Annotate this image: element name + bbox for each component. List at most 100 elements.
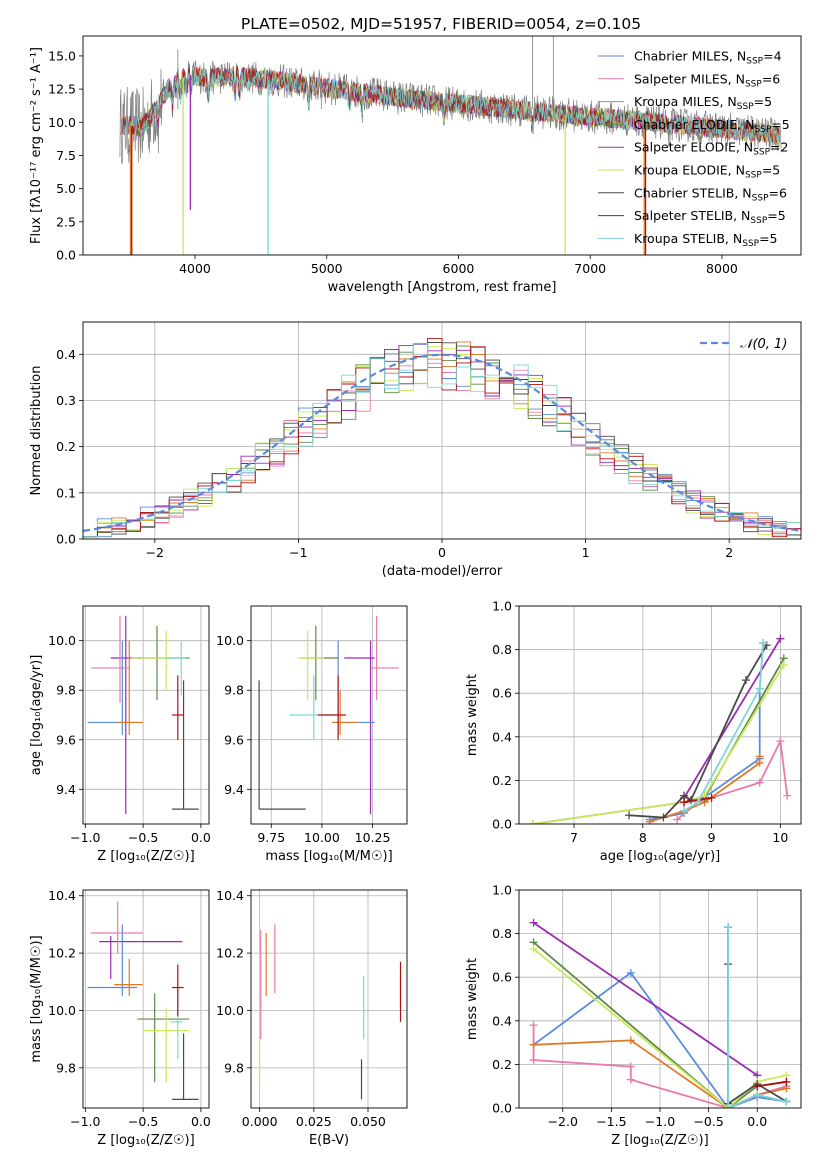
mass-weight-marker — [755, 684, 764, 693]
x-tick-label: −1.5 — [596, 1114, 626, 1129]
y-tick-label: 2.5 — [56, 214, 76, 229]
y-tick-label: 0.8 — [492, 926, 512, 941]
mass-weight-marker — [759, 639, 768, 648]
y-tick-label: 0.1 — [56, 485, 76, 500]
y-tick-label: 12.5 — [48, 82, 76, 97]
legend-label-sub: SSP — [753, 148, 770, 158]
legend-label-text: Chabrier MILES, N — [634, 49, 746, 64]
y-tick-label: 10.0 — [216, 1003, 244, 1018]
mass-weight-marker — [724, 923, 733, 932]
axes-frame — [82, 605, 210, 825]
legend-label-tail: =5 — [759, 231, 777, 246]
age_vs_mass-axes: 9.75 10.00 10.25 9.4 9.6 9.8 10.0 mass [log₁₀(M… — [216, 605, 408, 864]
y-axis-label: mass weight — [465, 674, 480, 756]
y-tick-label: 1.0 — [492, 883, 512, 898]
legend-label-tail: =5 — [762, 163, 780, 178]
axes-frame — [82, 321, 802, 540]
y-tick-label: 10.2 — [216, 946, 244, 961]
y-tick-label: 9.4 — [56, 782, 76, 797]
y-tick-label: 10.4 — [216, 888, 244, 903]
y-tick-label: 10.0 — [48, 1003, 76, 1018]
y-tick-label: 9.4 — [224, 782, 244, 797]
legend-label-text: Chabrier STELIB, N — [634, 185, 752, 200]
y-tick-label: 0.0 — [56, 248, 76, 263]
y-tick-label: 9.8 — [56, 1060, 76, 1075]
mass-weight-marker — [755, 778, 764, 787]
mass-weight-marker — [776, 634, 785, 643]
x-tick-label: 9.75 — [257, 830, 285, 845]
mass-weight-marker — [626, 968, 635, 977]
y-axis-label: mass [log₁₀(M/M☉)] — [29, 935, 44, 1062]
legend-label-tail: =4 — [763, 49, 781, 64]
legend-label: Chabrier MILES, NSSP=4 — [634, 49, 782, 67]
y-axis-label: Normed distribution — [29, 366, 44, 496]
x-axis-label: E(B-V) — [309, 1133, 349, 1148]
x-tick-label: 8000 — [706, 261, 738, 276]
x-tick-label: −1 — [289, 545, 307, 560]
mass-weight-marker — [659, 813, 668, 822]
legend-label: Chabrier ELODIE, NSSP=5 — [634, 117, 790, 135]
y-axis-label: mass weight — [465, 958, 480, 1040]
mass-weight-marker — [626, 1075, 635, 1084]
mass-weight-marker — [753, 1090, 762, 1099]
axes-frame — [82, 35, 802, 256]
mass-weight-marker — [707, 793, 716, 802]
legend-label-text: Salpeter ELODIE, N — [634, 140, 753, 155]
y-axis-label: Flux [fλ10⁻¹⁷ erg cm⁻² s⁻¹ A⁻¹] — [29, 47, 44, 244]
mass-weight-marker — [529, 1056, 538, 1065]
y-tick-label: 0.4 — [492, 729, 512, 744]
x-tick-label: −0.5 — [128, 830, 158, 845]
mass-weight-marker — [673, 815, 682, 824]
x-tick-label: 0.0 — [191, 830, 211, 845]
x-tick-label: 0 — [438, 545, 446, 560]
x-tick-label: 0.050 — [350, 1114, 386, 1129]
mass-weight-marker — [724, 1104, 733, 1108]
x-axis-label: Z [log₁₀(Z/Z☉)] — [97, 1133, 194, 1148]
x-tick-label: 5000 — [311, 261, 343, 276]
legend-label: Kroupa MILES, NSSP=5 — [634, 94, 772, 112]
residuals-plot-area — [83, 322, 801, 539]
normal-curve — [83, 353, 799, 532]
x-tick-label: −1.0 — [70, 830, 100, 845]
mass-weight-marker — [753, 1082, 762, 1091]
x-axis-label: (data-model)/error — [382, 564, 503, 579]
x-axis-label: wavelength [Angstrom, rest frame] — [328, 280, 557, 295]
spectrum-axes: 4000 5000 6000 7000 8000 0.0 2.5 5.0 7.5 10.0 12.5… — [29, 35, 802, 295]
y-tick-label: 7.5 — [56, 148, 76, 163]
spectrum-model-line — [120, 66, 781, 145]
y-tick-label: 9.8 — [56, 683, 76, 698]
legend-label-text: Salpeter MILES, N — [634, 71, 745, 86]
y-tick-label: 9.6 — [56, 732, 76, 747]
y-tick-label: 10.0 — [48, 633, 76, 648]
y-tick-label: 0.8 — [492, 642, 512, 657]
mass_weight_vs_Z-axes: −2.0 −1.5 −1.0 −0.5 0.0 0.0 0.2 0.4 0.6 0.8 1.0 Z [… — [465, 883, 802, 1148]
legend-label-tail: =6 — [769, 185, 787, 200]
mass_weight_vs_age-plot-area — [519, 606, 801, 824]
mass-weight-marker — [782, 1097, 791, 1106]
axes-frame — [250, 605, 408, 825]
mass-weight-line — [727, 927, 787, 1108]
axes-frame — [250, 889, 408, 1109]
y-tick-label: 10.0 — [216, 633, 244, 648]
mass_vs_Z-axes: −1.0 −0.5 0.0 9.8 10.0 10.2 10.4 Z [log₁₀(Z/Z☉)… — [29, 888, 211, 1148]
mass_weight_vs_Z-plot-area — [519, 890, 801, 1108]
x-tick-label: −0.5 — [693, 1114, 723, 1129]
x-tick-label: 6000 — [443, 261, 475, 276]
mass_vs_ebv-axes: 0.000 0.025 0.050 9.8 10.0 10.2 10.4 E(B-V) — [216, 888, 408, 1148]
mass_weight_vs_age-axes: 7 8 9 10 0.0 0.2 0.4 0.6 0.8 1.0 age [log₁₀(age/yr… — [465, 599, 802, 864]
mass-weight-marker — [625, 811, 634, 820]
legend-label: Kroupa ELODIE, NSSP=5 — [634, 163, 780, 181]
mass-weight-marker — [783, 791, 792, 800]
y-tick-label: 0.3 — [56, 393, 76, 408]
y-tick-label: 0.6 — [492, 970, 512, 985]
normal-legend-label: 𝒩(0, 1) — [740, 337, 787, 352]
y-tick-label: 0.0 — [492, 817, 512, 832]
mass-weight-line — [533, 1039, 787, 1108]
x-tick-label: −2.0 — [548, 1114, 578, 1129]
mass-weight-line — [683, 643, 765, 812]
legend-label-tail: =6 — [762, 71, 780, 86]
legend-label-text: Chabrier ELODIE, N — [634, 117, 754, 132]
x-tick-label: 0.0 — [747, 1114, 767, 1129]
